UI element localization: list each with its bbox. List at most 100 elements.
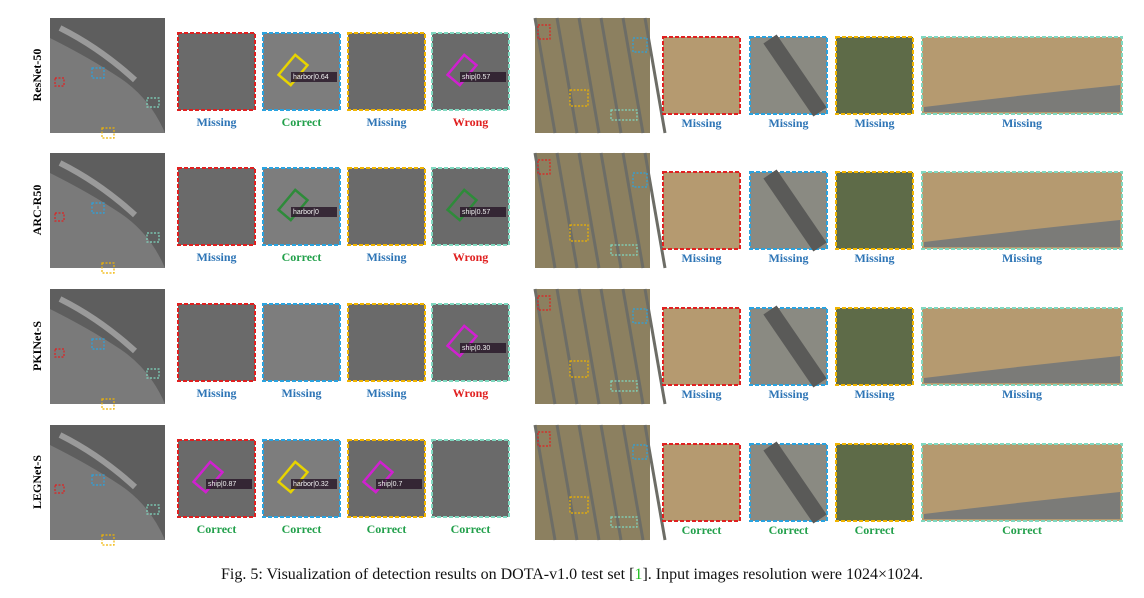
overview-image xyxy=(535,289,650,404)
status-label: Wrong xyxy=(453,250,489,264)
status-label: Missing xyxy=(366,250,406,264)
row-label: ARC-R50 xyxy=(30,185,44,236)
overview-box xyxy=(569,496,589,514)
detection-tag-bg xyxy=(376,479,422,489)
road xyxy=(599,17,623,134)
road xyxy=(555,17,579,134)
crop-image xyxy=(347,167,426,246)
status-label: Correct xyxy=(855,523,895,537)
caption-text: Fig. 5: Visualization of detection resul… xyxy=(221,566,634,583)
road xyxy=(555,424,579,541)
crop-image xyxy=(347,32,426,111)
status-label: Correct xyxy=(682,523,722,537)
status-label: Missing xyxy=(768,116,808,130)
crop-image xyxy=(662,36,741,115)
road xyxy=(763,305,827,388)
crop-image xyxy=(835,443,914,522)
detection-label: harbor|0.32 xyxy=(293,481,329,488)
overview-box xyxy=(610,244,638,256)
status-label: Missing xyxy=(1002,116,1042,130)
row-label: LEGNet-S xyxy=(30,455,44,509)
coast xyxy=(50,173,165,268)
status-label: Missing xyxy=(681,251,721,265)
status-label: Missing xyxy=(1002,251,1042,265)
overview-box xyxy=(569,360,589,378)
road xyxy=(621,288,645,405)
status-label: Missing xyxy=(854,387,894,401)
crop-image xyxy=(262,303,341,382)
overview-box xyxy=(610,109,638,121)
status-label: Missing xyxy=(768,251,808,265)
overview-box xyxy=(91,202,105,214)
overview-box xyxy=(537,431,551,447)
status-label: Correct xyxy=(282,250,322,264)
status-label: Missing xyxy=(281,386,321,400)
road xyxy=(924,85,1120,112)
status-label: Correct xyxy=(1002,523,1042,537)
crop-image xyxy=(431,32,510,111)
overview-box xyxy=(569,224,589,242)
overview-box xyxy=(101,262,115,274)
crop-image xyxy=(835,307,914,386)
overview-box xyxy=(91,67,105,79)
overview-box xyxy=(537,24,551,40)
overview-box xyxy=(101,534,115,546)
detection-label: ship|0.57 xyxy=(462,74,490,81)
road xyxy=(763,169,827,252)
overview-image xyxy=(535,153,650,268)
shore xyxy=(58,25,138,83)
crop-image xyxy=(347,303,426,382)
status-label: Wrong xyxy=(453,386,489,400)
overview-box xyxy=(54,212,65,222)
overview-box xyxy=(101,398,115,410)
road xyxy=(577,424,601,541)
crop-image xyxy=(662,171,741,250)
overview-box xyxy=(569,89,589,107)
detection-tag-bg xyxy=(291,479,337,489)
overview-image xyxy=(535,425,650,540)
coast xyxy=(50,445,165,540)
overview-box xyxy=(632,308,648,324)
overview-box xyxy=(54,77,65,87)
shore xyxy=(58,160,138,218)
detection-label: ship|0.57 xyxy=(462,209,490,216)
status-label: Correct xyxy=(282,522,322,536)
status-label: Correct xyxy=(769,523,809,537)
row-label: ResNet-50 xyxy=(30,49,44,102)
crop-image xyxy=(177,167,256,246)
coast xyxy=(50,38,165,133)
road xyxy=(599,424,623,541)
status-label: Missing xyxy=(1002,387,1042,401)
road xyxy=(643,424,667,541)
coast xyxy=(50,309,165,404)
detection-label: ship|0.7 xyxy=(378,481,402,488)
status-label: Missing xyxy=(854,116,894,130)
road xyxy=(577,152,601,269)
overview-box xyxy=(54,348,65,358)
detection-tag-bg xyxy=(460,207,506,217)
road xyxy=(763,34,827,117)
status-label: Missing xyxy=(681,116,721,130)
road xyxy=(621,424,645,541)
overview-image xyxy=(535,18,650,133)
road xyxy=(621,17,645,134)
road xyxy=(924,492,1120,519)
overview-box xyxy=(91,474,105,486)
road xyxy=(599,288,623,405)
detection-label: ship|0.30 xyxy=(462,345,490,352)
shore xyxy=(58,432,138,490)
crop-image xyxy=(662,443,741,522)
detection-label: harbor|0.64 xyxy=(293,74,329,81)
shore xyxy=(58,296,138,354)
detection-tag-bg xyxy=(291,72,337,82)
status-label: Missing xyxy=(196,250,236,264)
road xyxy=(577,17,601,134)
overview-box xyxy=(610,380,638,392)
overview-box xyxy=(54,484,65,494)
detection-label: ship|0.87 xyxy=(208,481,236,488)
detection-tag-bg xyxy=(460,343,506,353)
caption-ref[interactable]: 1 xyxy=(634,566,642,583)
status-label: Missing xyxy=(768,387,808,401)
road xyxy=(643,288,667,405)
status-label: Missing xyxy=(196,115,236,129)
